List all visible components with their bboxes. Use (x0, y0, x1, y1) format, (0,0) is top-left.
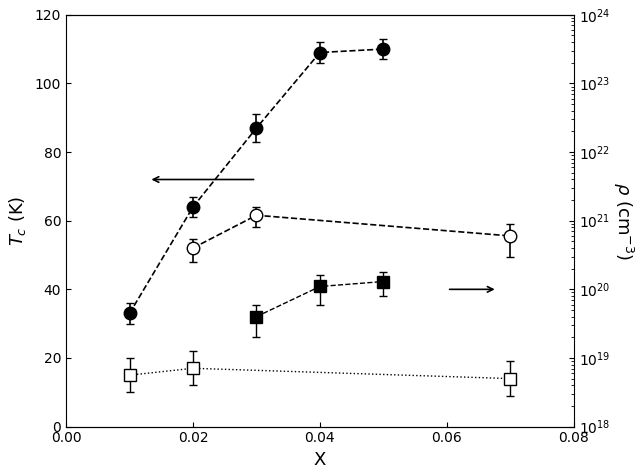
Y-axis label: $T_c$ (K): $T_c$ (K) (7, 196, 28, 246)
Y-axis label: $\rho$ (cm$^{-3}$): $\rho$ (cm$^{-3}$) (611, 181, 635, 260)
X-axis label: X: X (314, 451, 326, 469)
